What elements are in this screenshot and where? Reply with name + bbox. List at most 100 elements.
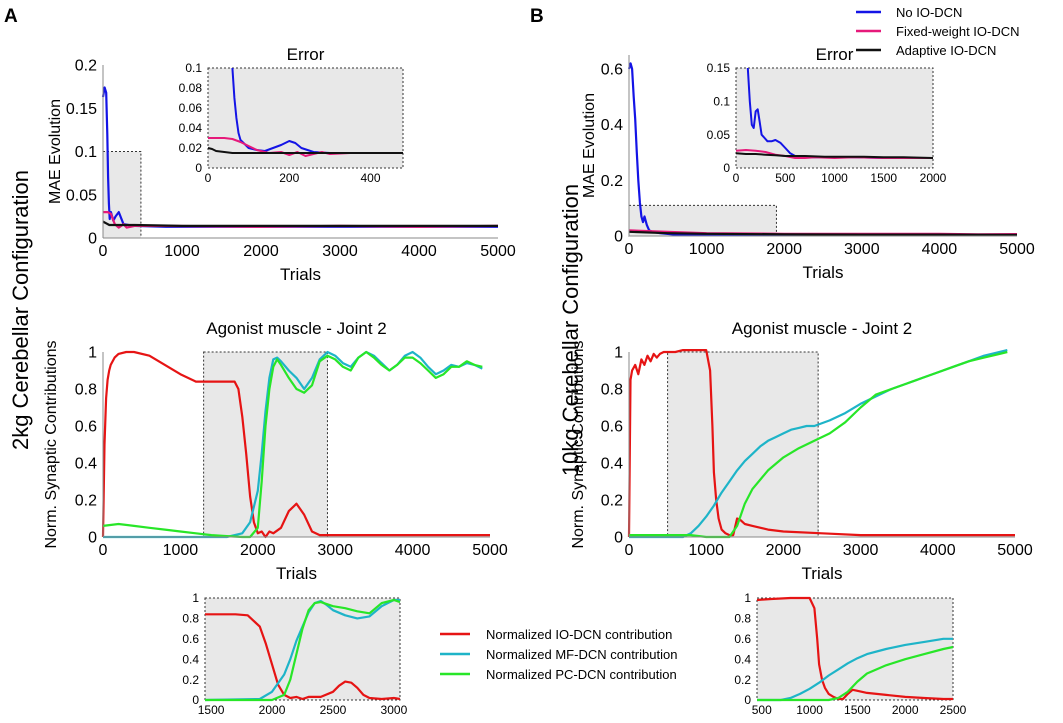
legend-label: Fixed-weight IO-DCN [896, 24, 1020, 39]
series-line-adaptive-io-dcn [628, 230, 1018, 236]
plot-area [735, 67, 934, 169]
chart-title: Error [287, 45, 325, 64]
x-tick-label: 5000 [472, 542, 508, 559]
y-tick-label: 0.8 [734, 612, 751, 626]
y-tick-label: 0.1 [713, 95, 730, 109]
x-tick-label: 3000 [317, 542, 353, 559]
x-tick-label: 2000 [766, 241, 802, 258]
y-axis-label: MAE Evolution [581, 93, 598, 198]
x-axis-label: Trials [280, 265, 321, 284]
y-tick-label: 0.4 [601, 117, 623, 134]
y-tick-label: 0.8 [601, 382, 623, 399]
y-tick-label: 0.4 [734, 652, 751, 666]
x-tick-label: 3000 [844, 241, 880, 258]
y-tick-label: 0.04 [179, 121, 203, 135]
chart-A-zoom: 1500 2000 2500 3000 0 0.2 0.4 0.6 0.8 1 [182, 591, 407, 717]
x-tick-label: 2000 [259, 703, 286, 717]
chart-B-syn: 0 1000 2000 3000 4000 5000 0 0.2 0.4 0.6 0.8 1 Agoni… [570, 319, 1033, 583]
x-tick-label: 4000 [401, 243, 437, 260]
y-tick-label: 0.2 [75, 58, 97, 75]
y-tick-label: 0.05 [66, 187, 97, 204]
series-line-no-io-dcn [627, 62, 1017, 236]
x-tick-label: 2000 [920, 171, 947, 185]
x-axis-label: Trials [802, 564, 843, 583]
y-tick-label: 0.4 [601, 456, 623, 473]
y-tick-label: 0.02 [179, 141, 203, 155]
x-tick-label: 5000 [997, 542, 1033, 559]
x-tick-label: 3000 [843, 542, 879, 559]
legend-label: Normalized MF-DCN contribution [486, 647, 677, 662]
panel-label-b: B [530, 6, 544, 27]
x-tick-label: 1000 [821, 171, 848, 185]
y-axis-label: MAE Evolution [47, 99, 64, 204]
x-tick-label: 3000 [381, 703, 408, 717]
y-tick-label: 0.4 [75, 456, 97, 473]
x-tick-label: 4000 [395, 542, 431, 559]
x-tick-label: 1500 [844, 703, 871, 717]
x-tick-label: 500 [752, 703, 772, 717]
row-label-b: 10kg Cerebellar Configuration [558, 184, 583, 476]
y-tick-label: 0.2 [75, 493, 97, 510]
y-tick-label: 1 [744, 591, 751, 605]
y-tick-label: 0.05 [707, 128, 731, 142]
y-tick-label: 0 [192, 693, 199, 707]
y-tick-label: 0.1 [75, 144, 97, 161]
x-tick-label: 0 [205, 171, 212, 185]
chart-A-syn: 0 1000 2000 3000 4000 5000 0 0.2 0.4 0.6 0.8 1 Agoni… [43, 319, 508, 583]
y-tick-label: 0 [88, 231, 97, 248]
y-axis-label: Norm. Synaptic Contributions [570, 340, 587, 548]
x-tick-label: 200 [279, 171, 299, 185]
legend-label: No IO-DCN [896, 5, 962, 20]
y-tick-label: 1 [192, 591, 199, 605]
y-tick-label: 0 [614, 530, 623, 547]
chart-A-mae: 0 1000 2000 3000 4000 500000.050.10.150.2Tria… [47, 58, 516, 284]
legend-label: Adaptive IO-DCN [896, 43, 996, 58]
series-line-normalized-pc-dcn-contribution [629, 350, 1008, 539]
x-tick-label: 0 [625, 542, 634, 559]
y-tick-label: 0.2 [182, 673, 199, 687]
series-line-normalized-io-dcn-contribution [627, 349, 1015, 538]
legend-top-item: Adaptive IO-DCN [856, 43, 996, 58]
x-tick-label: 3000 [322, 243, 358, 260]
chart-B-zoom: 500 1000 1500 2000 2500 0 0.2 0.4 0.6 0.8 1 [734, 591, 966, 717]
y-axis-label: Norm. Synaptic Contributions [43, 340, 60, 548]
x-tick-label: 0 [733, 171, 740, 185]
y-tick-label: 0 [88, 530, 97, 547]
highlight-region [203, 351, 328, 538]
series-line-normalized-mf-dcn-contribution [103, 350, 483, 539]
x-tick-label: 500 [775, 171, 795, 185]
row-label-a: 2kg Cerebellar Configuration [8, 170, 33, 450]
x-tick-label: 0 [625, 241, 634, 258]
series-line-normalized-pc-dcn-contribution [757, 645, 954, 702]
x-tick-label: 2500 [320, 703, 347, 717]
legend-bottom-item: Normalized IO-DCN contribution [440, 627, 672, 642]
y-tick-label: 0 [195, 161, 202, 175]
x-tick-label: 1000 [796, 703, 823, 717]
y-tick-label: 0.8 [182, 612, 199, 626]
chart-B-mae: 0 1000 2000 3000 4000 500000.20.40.6TrialsMAE… [581, 55, 1035, 282]
series-line-adaptive-io-dcn [735, 152, 934, 159]
x-tick-label: 1500 [870, 171, 897, 185]
panel-label-a: A [4, 6, 18, 27]
x-tick-label: 0 [99, 243, 108, 260]
series-line-normalized-io-dcn-contribution [205, 613, 401, 701]
x-tick-label: 2000 [240, 542, 276, 559]
y-tick-label: 0.06 [179, 101, 203, 115]
y-tick-label: 0.6 [182, 632, 199, 646]
y-tick-label: 0.1 [185, 61, 202, 75]
y-tick-label: 0.15 [707, 61, 731, 75]
y-tick-label: 0.6 [601, 419, 623, 436]
y-tick-label: 0 [744, 693, 751, 707]
chart-title: Agonist muscle - Joint 2 [732, 319, 912, 338]
legend-bottom-item: Normalized PC-DCN contribution [440, 667, 677, 682]
y-tick-label: 0.15 [66, 101, 97, 118]
y-tick-label: 0.6 [75, 419, 97, 436]
x-tick-label: 5000 [480, 243, 516, 260]
y-tick-label: 0.08 [179, 81, 203, 95]
x-tick-label: 2000 [766, 542, 802, 559]
chart-B-mae-inset: 0 500 1000 1500 2000 0 0.05 0.1 0.15 Error [695, 40, 947, 192]
x-tick-label: 2000 [243, 243, 279, 260]
legend-label: Normalized PC-DCN contribution [486, 667, 677, 682]
series-line-adaptive-io-dcn [102, 220, 498, 227]
